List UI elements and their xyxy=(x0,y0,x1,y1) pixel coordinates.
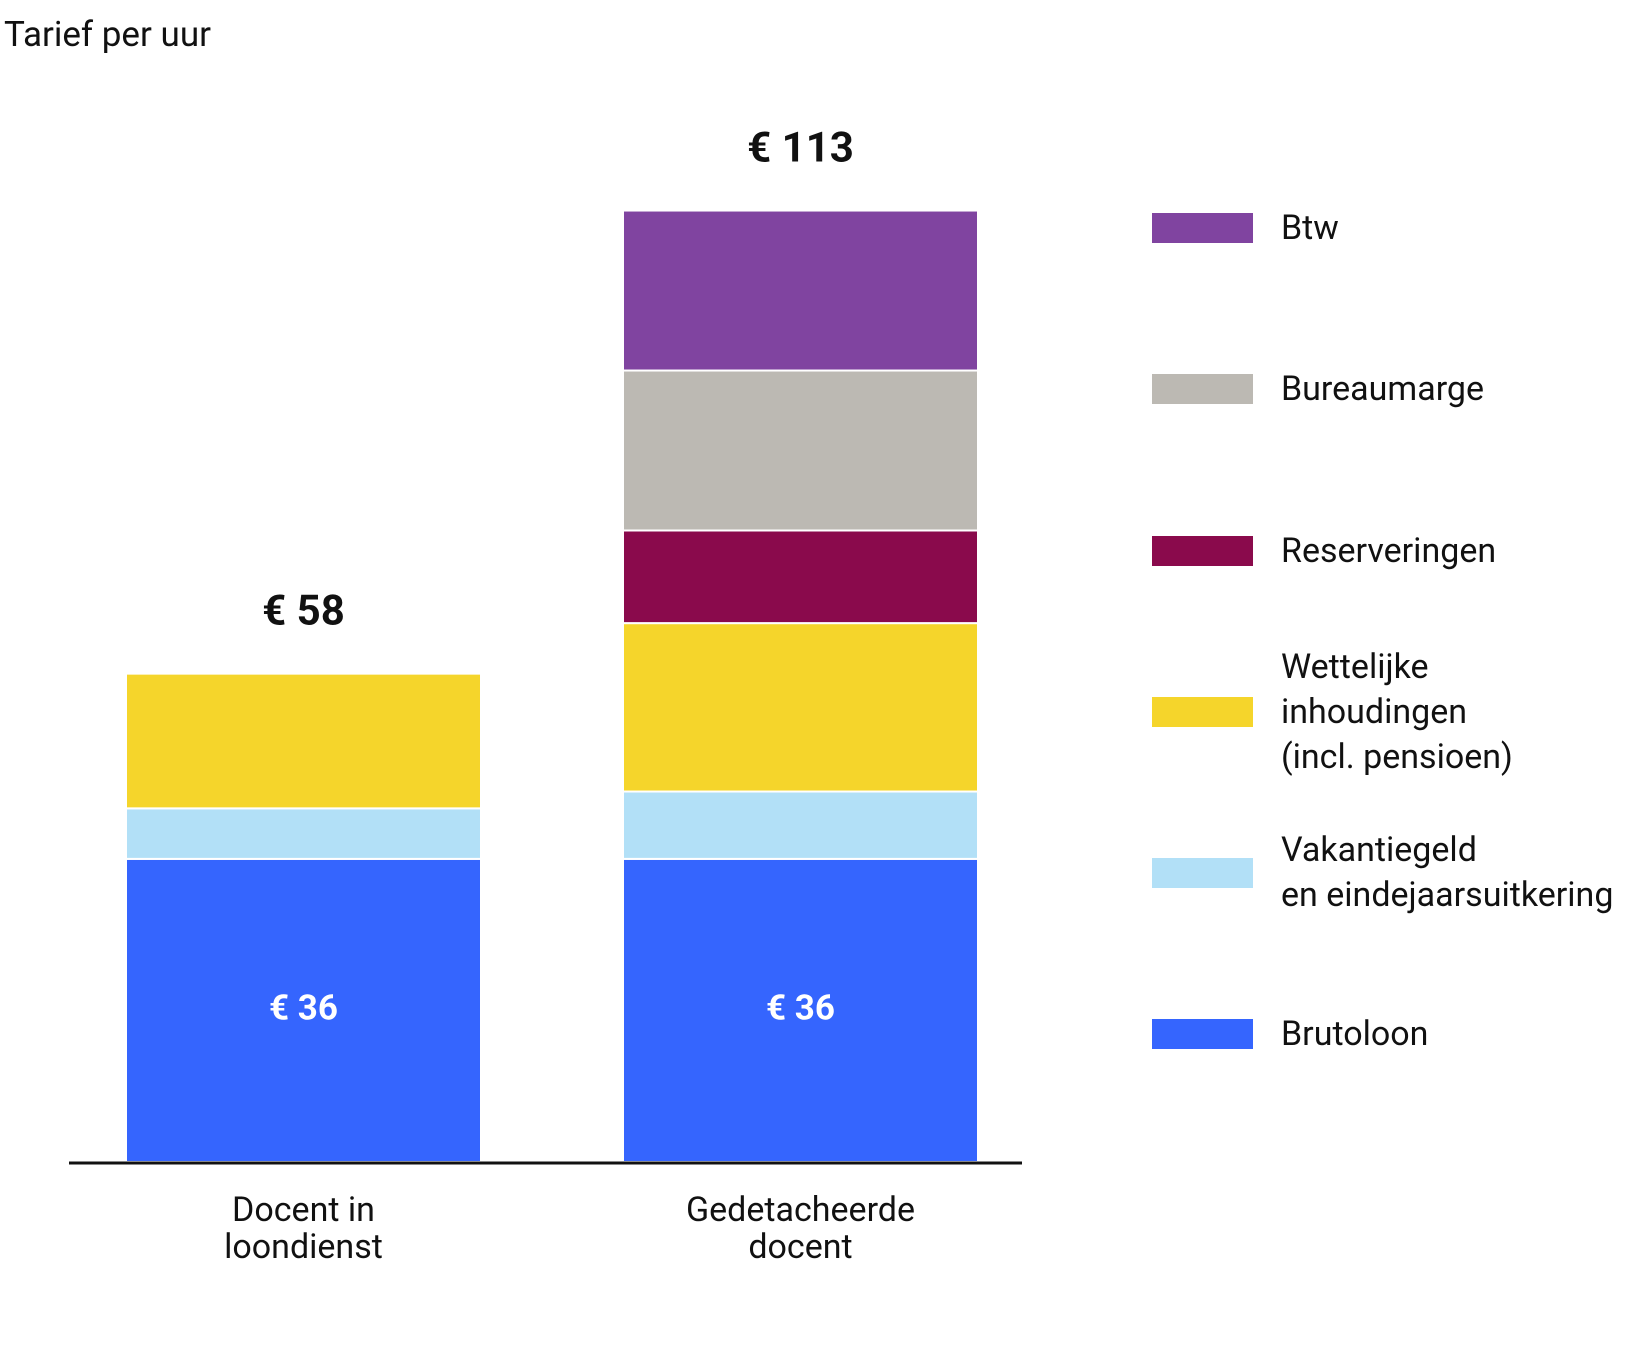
legend-label: Btw xyxy=(1281,207,1339,248)
legend-swatch xyxy=(1152,213,1253,243)
x-tick-label: Docent in loondienst xyxy=(224,1190,383,1268)
bar-segment xyxy=(622,529,979,625)
total-label: € 113 xyxy=(747,124,854,173)
chart-title: Tarief per uur xyxy=(4,14,211,55)
bar-segment xyxy=(622,209,979,372)
x-tick-label: Gedetacheerde docent xyxy=(685,1190,915,1268)
bar-segment xyxy=(622,622,979,793)
value-label: € 36 xyxy=(766,988,835,1029)
legend-label: Bureaumarge xyxy=(1281,368,1485,409)
legend-label: Reserveringen xyxy=(1281,530,1497,571)
value-label: € 36 xyxy=(269,988,338,1029)
bar-segment xyxy=(125,857,482,1163)
legend-label: Brutoloon xyxy=(1281,1013,1429,1054)
total-label: € 58 xyxy=(262,587,345,636)
legend-label: Vakantiegeld en eindejaarsuitkering xyxy=(1281,830,1614,915)
legend-swatch xyxy=(1152,536,1253,566)
bar-segment xyxy=(622,369,979,532)
legend-swatch xyxy=(1152,858,1253,888)
bar-segment xyxy=(125,807,482,860)
bar-segment xyxy=(125,672,482,810)
legend-label: Wettelijke inhoudingen (incl. pensioen) xyxy=(1281,646,1513,777)
legend-swatch xyxy=(1152,374,1253,404)
legend-swatch xyxy=(1152,1019,1253,1049)
bar-segment xyxy=(622,790,979,860)
legend-swatch xyxy=(1152,697,1253,727)
